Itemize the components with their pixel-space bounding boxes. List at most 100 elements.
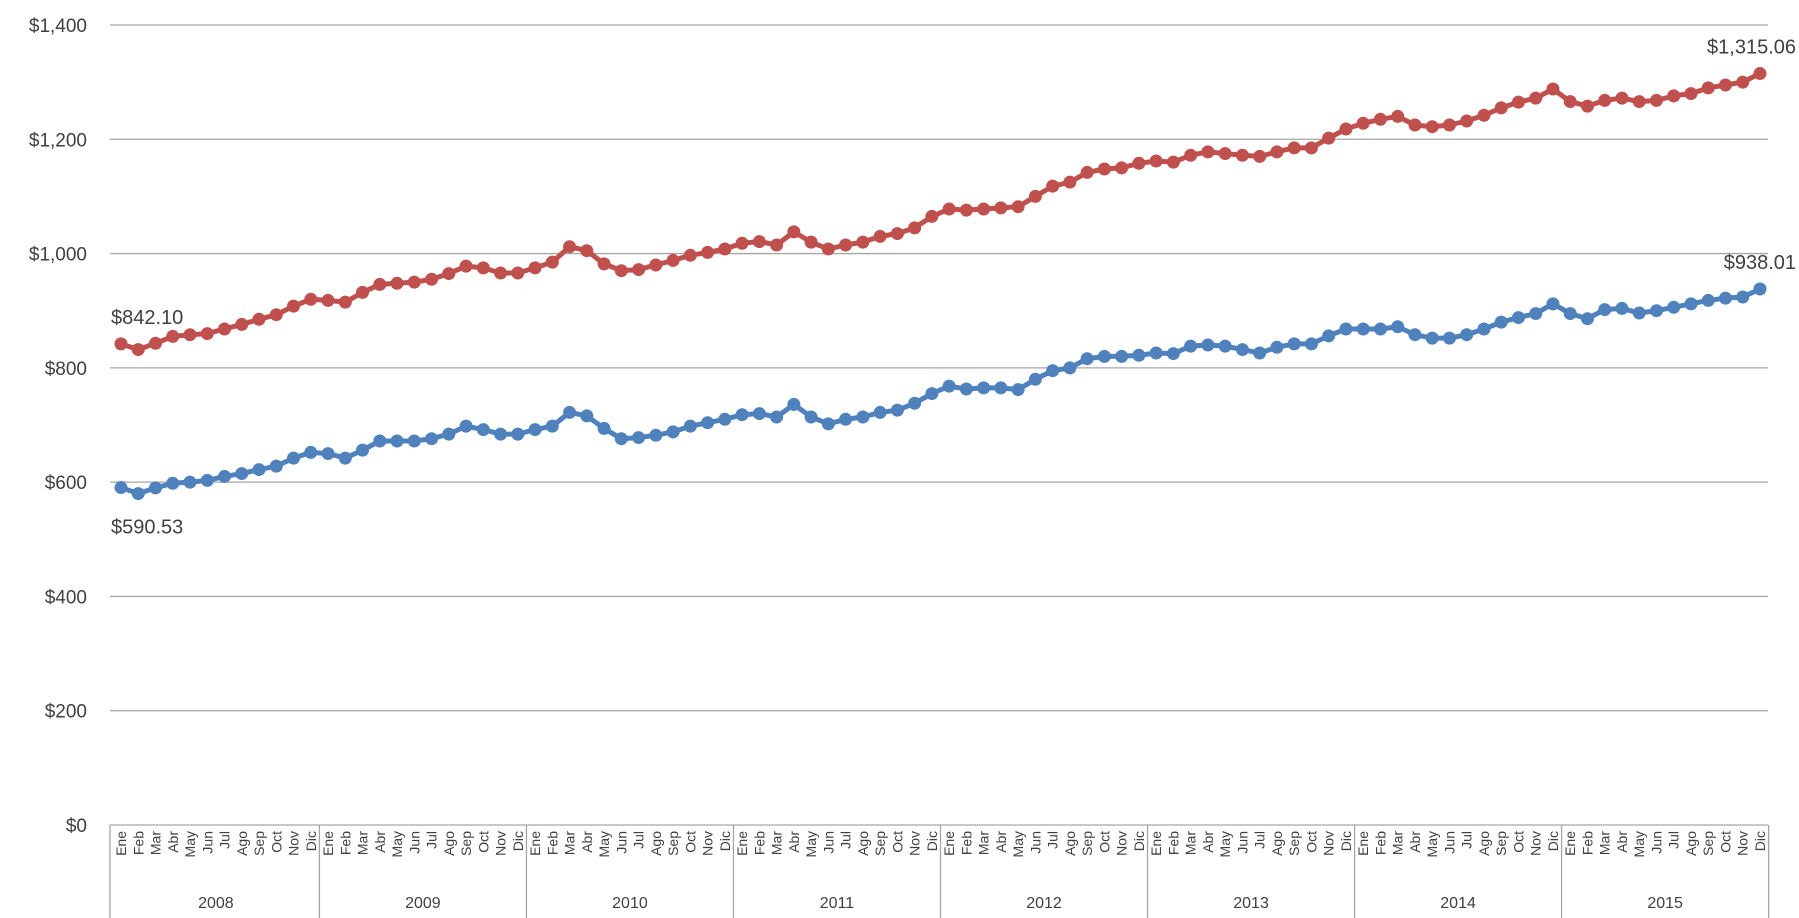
series-1-point (200, 473, 214, 487)
series-0-point (1373, 112, 1387, 126)
y-tick-label: $800 (45, 359, 87, 380)
x-month-label: Feb (1372, 831, 1388, 855)
x-month-label: Mar (769, 831, 785, 855)
series-1-point (1598, 303, 1612, 317)
series-1-point (1718, 291, 1732, 305)
series-0-point (959, 203, 973, 217)
series-0-point (1339, 122, 1353, 136)
x-month-label: Feb (1579, 831, 1595, 855)
series-1-point (839, 412, 853, 426)
series-0-point (890, 227, 904, 241)
x-month-label: Dic (1131, 831, 1147, 851)
x-month-label: May (803, 831, 819, 857)
series-1-point (1529, 307, 1543, 321)
x-month-label: Nov (1528, 831, 1544, 856)
series-1-point (977, 381, 991, 395)
series-0-point (1546, 82, 1560, 96)
series-1-point (1391, 320, 1405, 334)
x-month-label: Jul (1459, 831, 1475, 849)
series-0-point (1097, 162, 1111, 176)
x-month-label: Feb (958, 831, 974, 855)
x-month-label: Sep (1493, 831, 1509, 856)
series-1-point (373, 434, 387, 448)
x-month-label: Oct (1717, 831, 1733, 853)
series-0-point (1701, 81, 1715, 95)
x-month-label: Ene (527, 831, 543, 856)
y-tick-label: $0 (66, 816, 87, 837)
x-month-label: Feb (544, 831, 560, 855)
series-0-point (252, 312, 266, 326)
series-1-point (356, 443, 370, 457)
series-0-point (218, 322, 232, 336)
series-1-point (252, 463, 266, 477)
x-month-label: Jun (1027, 831, 1043, 854)
series-1-point (701, 416, 715, 430)
x-month-label: Nov (1735, 831, 1751, 856)
series-0-point (718, 242, 732, 256)
x-month-label: Dic (1338, 831, 1354, 851)
series-1-point (1080, 352, 1094, 366)
x-month-label: Jul (424, 831, 440, 849)
x-month-label: Ago (1269, 831, 1285, 856)
series-1-point (821, 417, 835, 431)
series-0-point (235, 317, 249, 331)
series-0-point (166, 329, 180, 343)
x-month-label: Ago (1476, 831, 1492, 856)
series-0-line (120, 71, 1762, 353)
x-month-label: Nov (493, 831, 509, 856)
x-month-label: Ago (1683, 831, 1699, 856)
series-0-point (356, 285, 370, 299)
x-month-label: Jul (838, 831, 854, 849)
series-0-point (1667, 89, 1681, 103)
x-month-label: Jul (1666, 831, 1682, 849)
x-year-label: 2010 (612, 895, 648, 912)
x-month-label: Feb (337, 831, 353, 855)
series-0-point (1736, 75, 1750, 89)
series-1-point (1339, 322, 1353, 336)
series-0-point (269, 308, 283, 322)
x-month-label: Oct (682, 831, 698, 853)
x-month-label: May (182, 831, 198, 857)
x-year-label: 2012 (1026, 895, 1062, 912)
x-month-label: Mar (976, 831, 992, 855)
x-month-label: Mar (148, 831, 164, 855)
x-month-label: Jun (1648, 831, 1664, 854)
series-0-point (873, 229, 887, 243)
x-month-label: Jun (406, 831, 422, 854)
series-1-point (580, 409, 594, 423)
series-0-point (1235, 148, 1249, 162)
y-tick-label: $400 (45, 587, 87, 608)
x-month-label: Nov (907, 831, 923, 856)
series-0-point (1649, 93, 1663, 107)
series-0-point (1753, 67, 1767, 81)
series-0-point (304, 292, 318, 306)
series-1-point (425, 432, 439, 446)
series-1-point (304, 445, 318, 459)
series-1-point (1425, 331, 1439, 345)
series-0-point (511, 266, 525, 280)
series-0-point (1718, 78, 1732, 92)
series-0-point (804, 235, 818, 249)
x-month-label: Oct (1303, 831, 1319, 853)
series-1-point (1166, 347, 1180, 361)
x-month-label: Ene (941, 831, 957, 856)
x-month-label: Jul (631, 831, 647, 849)
x-month-label: Oct (268, 831, 284, 853)
y-tick-label: $1,000 (29, 245, 87, 266)
x-month-label: Abr (579, 831, 595, 853)
series-1-point (1270, 340, 1284, 354)
series-0-point (528, 261, 542, 275)
data-label: $590.53 (111, 517, 183, 539)
series-0-point (1201, 145, 1215, 159)
x-month-label: Sep (458, 831, 474, 856)
x-month-label: Jun (820, 831, 836, 854)
series-0-point (321, 293, 335, 307)
series-1-point (649, 428, 663, 442)
series-1-point (1046, 364, 1060, 378)
x-month-label: Ago (855, 831, 871, 856)
data-label: $1,315.06 (1707, 37, 1796, 59)
x-month-label: Abr (1407, 831, 1423, 853)
x-month-label: Sep (665, 831, 681, 856)
data-label: $938.01 (1724, 252, 1796, 274)
series-1-point (1684, 297, 1698, 311)
